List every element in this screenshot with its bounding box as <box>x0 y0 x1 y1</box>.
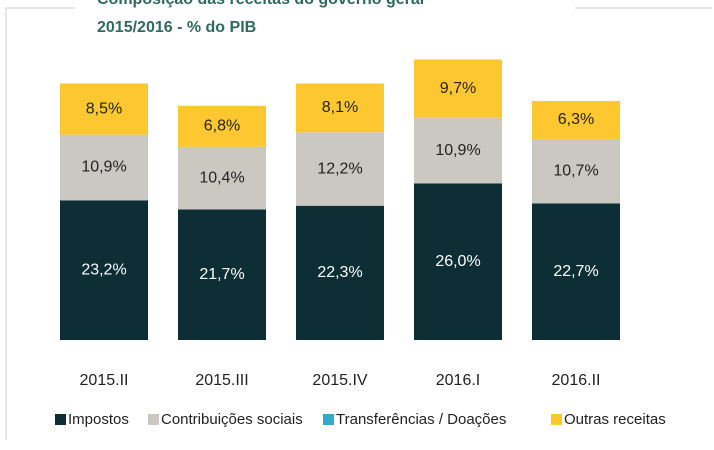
data-label: 10,9% <box>81 159 126 176</box>
legend-label: Outras receitas <box>564 411 666 428</box>
bar-segment <box>178 105 266 147</box>
chart-title: Composição das receitas do governo geral <box>97 0 424 8</box>
data-label: 8,1% <box>322 99 358 116</box>
data-label: 21,7% <box>199 266 244 283</box>
data-label: 12,2% <box>317 160 362 177</box>
x-tick-label: 2015.III <box>195 372 248 389</box>
bar-segment <box>60 200 148 340</box>
data-label: 22,3% <box>317 264 362 281</box>
bar-segment <box>296 205 384 340</box>
frame <box>5 7 712 440</box>
bar-segment <box>532 203 620 340</box>
bar-segment <box>414 59 502 118</box>
bar-segment <box>532 138 620 204</box>
legend-swatch <box>148 414 159 425</box>
bar-segment <box>60 83 148 135</box>
bar-segment <box>532 101 620 139</box>
bar-segment <box>60 134 148 201</box>
data-label: 26,0% <box>435 253 480 270</box>
legend-swatch <box>323 414 334 425</box>
legend-label: Transferências / Doações <box>336 411 506 428</box>
bar-segment <box>178 146 266 210</box>
data-label: 22,7% <box>553 263 598 280</box>
legend-label: Impostos <box>68 411 129 428</box>
x-tick-label: 2016.I <box>436 372 480 389</box>
bar-segment <box>296 132 384 206</box>
data-label: 6,8% <box>204 118 240 135</box>
data-label: 23,2% <box>81 261 126 278</box>
chart-subtitle: 2015/2016 - % do PIB <box>97 19 256 36</box>
legend-swatch <box>55 414 66 425</box>
bar-segment <box>414 117 502 184</box>
data-label: 9,7% <box>440 80 476 97</box>
x-tick-label: 2015.IV <box>312 372 367 389</box>
data-label: 10,7% <box>553 162 598 179</box>
data-label: 8,5% <box>86 100 122 117</box>
legend-swatch <box>551 414 562 425</box>
data-label: 6,3% <box>558 111 594 128</box>
bar-segment <box>296 83 384 133</box>
bar-segment <box>178 209 266 340</box>
data-label: 10,4% <box>199 169 244 186</box>
x-tick-label: 2016.II <box>552 372 601 389</box>
x-tick-label: 2015.II <box>80 372 129 389</box>
data-label: 10,9% <box>435 142 480 159</box>
bar-segment <box>414 183 502 340</box>
legend-label: Contribuições sociais <box>161 411 303 428</box>
